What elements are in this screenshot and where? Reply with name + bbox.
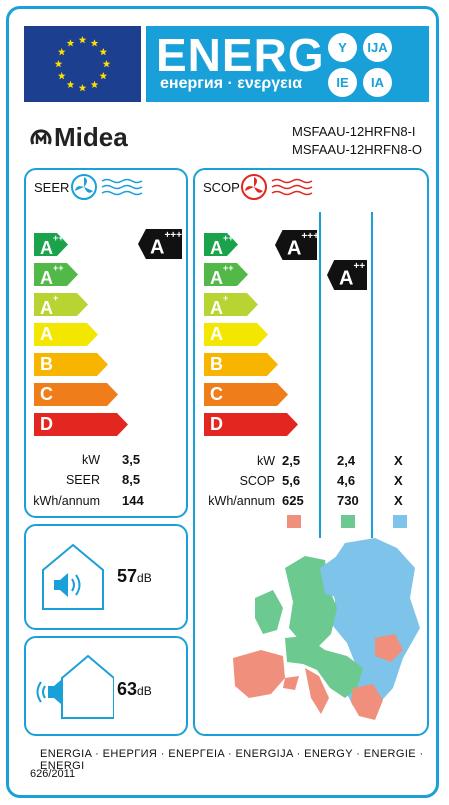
scop-colder-kw: X	[394, 453, 403, 468]
brand-logo: Midea	[30, 122, 128, 153]
warmer-zone-swatch	[287, 515, 301, 528]
scop-scop-label: SCOP	[239, 474, 275, 488]
seer-class-arrow: C	[34, 383, 118, 406]
column-divider	[319, 212, 321, 538]
outdoor-speaker-icon	[36, 654, 114, 719]
seer-label: SEER	[34, 180, 70, 195]
seer-annum-label: kWh/annum	[33, 494, 100, 508]
seer-annum-value: 144	[122, 493, 144, 508]
indoor-noise-value: 57dB	[117, 566, 152, 586]
outdoor-noise-value: 63dB	[117, 679, 152, 699]
scop-warmer-scop: 5,6	[282, 473, 301, 488]
midea-logo-icon	[30, 129, 52, 145]
scop-average-scop: 4,6	[337, 473, 356, 488]
eu-star-icon	[90, 39, 99, 47]
scop-rating-arrow-warmer: A+++	[275, 230, 317, 260]
outdoor-noise-panel	[24, 636, 188, 736]
scop-class-arrow: D	[204, 413, 298, 436]
scop-colder-scop: X	[394, 473, 403, 488]
seer-class-arrow: D	[34, 413, 128, 436]
europe-climate-map-icon	[233, 538, 420, 720]
scop-warmer-kw: 2,5	[282, 453, 301, 468]
cooling-fan-icon	[71, 174, 143, 200]
eu-stars-icon	[54, 36, 111, 92]
seer-class-arrow: A+	[34, 293, 88, 316]
eu-flag	[24, 26, 141, 102]
model-indoor: MSFAAU-12HRFN8-I	[292, 124, 416, 139]
eu-star-icon	[99, 72, 108, 80]
seer-panel	[24, 168, 188, 518]
scop-class-arrow: A	[204, 323, 268, 346]
label-frame	[6, 6, 439, 798]
seer-class-arrow: B	[34, 353, 108, 376]
seer-seer-label: SEER	[65, 473, 100, 487]
heating-fan-icon	[241, 174, 313, 200]
energy-header: ENERG енергия · ενεργεια Y IJA IE IA	[146, 26, 429, 102]
scop-label: SCOP	[203, 180, 240, 195]
eu-star-icon	[66, 39, 75, 47]
eu-star-icon	[57, 72, 66, 80]
column-divider	[371, 212, 373, 538]
scop-average-annum: 730	[337, 493, 359, 508]
scop-warmer-annum: 625	[282, 493, 304, 508]
scop-colder-annum: X	[394, 493, 403, 508]
average-zone-swatch	[341, 515, 355, 528]
seer-kw-label: kW	[81, 453, 100, 467]
eu-star-icon	[99, 48, 108, 56]
eu-star-icon	[102, 60, 111, 68]
scop-average-kw: 2,4	[337, 453, 356, 468]
seer-rating-arrow: A+++	[138, 229, 182, 259]
eu-star-icon	[78, 36, 87, 44]
indoor-noise-panel	[24, 524, 188, 630]
scop-rating-arrow-average: A++	[327, 260, 367, 290]
seer-class-arrow: A++	[34, 263, 78, 286]
lang-circle-ia: IA	[363, 68, 392, 97]
eu-star-icon	[90, 80, 99, 89]
seer-kw-value: 3,5	[122, 452, 141, 467]
energy-subtitle: енергия · ενεργεια	[160, 75, 303, 92]
scop-class-arrow: A++	[204, 263, 248, 286]
brand-name: Midea	[54, 122, 128, 152]
scop-class-arrow: A+	[204, 293, 258, 316]
footer-languages: ENERGIA · ЕНЕРГИЯ · ΕΝΕΡΓΕΙΑ · ENERGIJA …	[40, 748, 424, 772]
seer-class-arrow: A	[34, 323, 98, 346]
lang-circle-ija: IJA	[363, 33, 392, 62]
scop-class-arrow: C	[204, 383, 288, 406]
eu-star-icon	[54, 60, 63, 68]
indoor-speaker-icon	[42, 543, 104, 610]
eu-star-icon	[66, 80, 75, 89]
energy-word: ENERG	[156, 29, 325, 81]
seer-class-arrow: A+++	[34, 233, 68, 256]
model-outdoor: MSFAAU-12HRFN8-O	[292, 142, 423, 157]
scop-class-arrow: A+++	[204, 233, 238, 256]
scop-annum-label: kWh/annum	[208, 494, 275, 508]
seer-seer-value: 8,5	[122, 472, 141, 487]
scop-panel	[193, 168, 429, 736]
scop-class-arrow: B	[204, 353, 278, 376]
scop-kw-label: kW	[256, 454, 275, 468]
eu-star-icon	[78, 84, 87, 92]
lang-circle-y: Y	[328, 33, 357, 62]
colder-zone-swatch	[393, 515, 407, 528]
regulation-number: 626/2011	[30, 768, 76, 780]
lang-circle-ie: IE	[328, 68, 357, 97]
eu-star-icon	[57, 48, 66, 56]
